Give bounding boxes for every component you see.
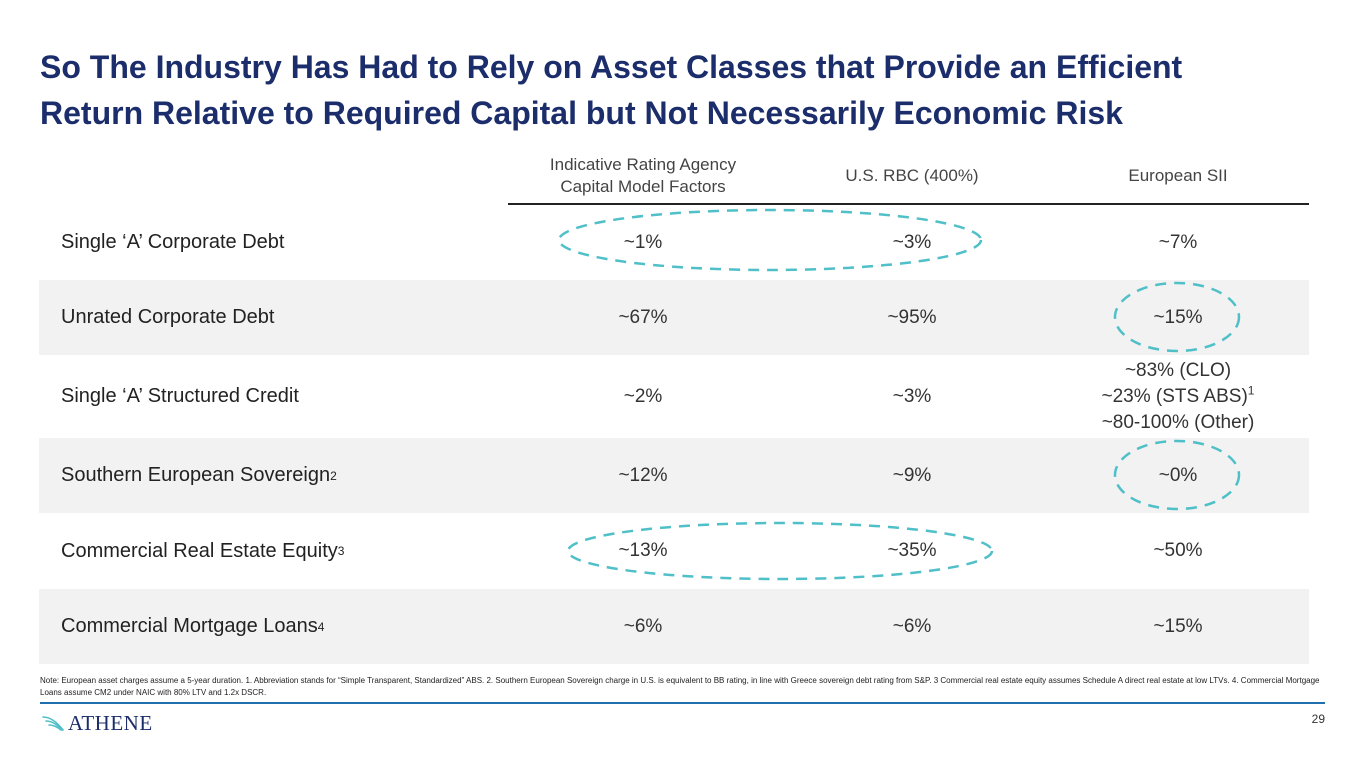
cell-rating-agency: ~13% bbox=[618, 540, 668, 561]
cell-rating-agency: ~6% bbox=[623, 615, 663, 637]
cell-european-sii: ~15% bbox=[1153, 615, 1203, 637]
cell-us-rbc: ~3% bbox=[892, 231, 932, 253]
cell-line-other: ~80-100% (Other) bbox=[1101, 411, 1255, 433]
header-rating-agency: Indicative Rating Agency Capital Model F… bbox=[508, 148, 778, 204]
cell-line-sts-abs: ~23% (STS ABS)1 bbox=[1101, 383, 1255, 407]
cell-european-sii: ~50% bbox=[1153, 540, 1203, 561]
logo-wordmark: ATHENE bbox=[68, 710, 153, 735]
footnote-text: Note: European asset charges assume a 5-… bbox=[40, 676, 1320, 697]
table-row: Commercial Mortgage Loans 4 ~6% ~6% ~15% bbox=[39, 589, 1309, 664]
cell-european-sii: ~0% bbox=[1158, 464, 1198, 486]
slide-title: So The Industry Has Had to Rely on Asset… bbox=[40, 44, 1340, 136]
table-row: Southern European Sovereign 2 ~12% ~9% ~0… bbox=[39, 438, 1309, 513]
table-row: Unrated Corporate Debt ~67% ~95% ~15% bbox=[39, 280, 1309, 355]
row-label: Unrated Corporate Debt bbox=[61, 306, 275, 328]
slide-title-line-1: So The Industry Has Had to Rely on Asset… bbox=[40, 49, 1183, 85]
table-row: Single ‘A’ Structured Credit ~2% ~3% ~83… bbox=[39, 355, 1309, 438]
slide-title-line-2: Return Relative to Required Capital but … bbox=[40, 95, 1123, 131]
cell-european-sii: ~15% bbox=[1153, 306, 1203, 328]
cell-rating-agency: ~12% bbox=[618, 464, 668, 486]
cell-us-rbc: ~9% bbox=[892, 464, 932, 486]
cell-line-clo: ~83% (CLO) bbox=[1124, 359, 1232, 381]
cell-european-sii: ~7% bbox=[1158, 231, 1198, 253]
row-label: Commercial Real Estate Equity 3 bbox=[61, 539, 345, 562]
cell-us-rbc: ~35% bbox=[887, 540, 937, 561]
header-rating-agency-line-2: Capital Model Factors bbox=[560, 177, 726, 196]
athene-wing-icon bbox=[42, 716, 64, 731]
cell-us-rbc: ~95% bbox=[887, 306, 937, 328]
footer-divider bbox=[40, 702, 1325, 704]
cell-rating-agency: ~67% bbox=[618, 306, 668, 328]
table-row: Commercial Real Estate Equity 3 ~13% ~35%… bbox=[39, 513, 1309, 589]
footnote-marker: 1 bbox=[1247, 383, 1255, 398]
header-rating-agency-line-1: Indicative Rating Agency bbox=[549, 155, 737, 174]
header-european-sii: European SII bbox=[1128, 166, 1228, 185]
cell-us-rbc: ~6% bbox=[892, 615, 932, 637]
row-label: Single ‘A’ Corporate Debt bbox=[61, 231, 285, 253]
cell-rating-agency: ~1% bbox=[623, 231, 663, 253]
row-label: Single ‘A’ Structured Credit bbox=[61, 385, 299, 407]
cell-rating-agency: ~2% bbox=[623, 385, 663, 407]
row-label: Commercial Mortgage Loans 4 bbox=[61, 615, 325, 637]
header-us-rbc: U.S. RBC (400%) bbox=[845, 166, 979, 185]
header-divider bbox=[508, 203, 1309, 205]
cell-european-sii: ~83% (CLO) ~23% (STS ABS)1 ~80-100% (Oth… bbox=[1047, 355, 1309, 438]
athene-logo: ATHENE bbox=[42, 710, 153, 736]
row-label: Southern European Sovereign 2 bbox=[61, 464, 337, 486]
page-number: 29 bbox=[1311, 712, 1325, 726]
table-row: Single ‘A’ Corporate Debt ~1% ~3% ~7% bbox=[39, 205, 1309, 280]
cell-us-rbc: ~3% bbox=[892, 385, 932, 407]
